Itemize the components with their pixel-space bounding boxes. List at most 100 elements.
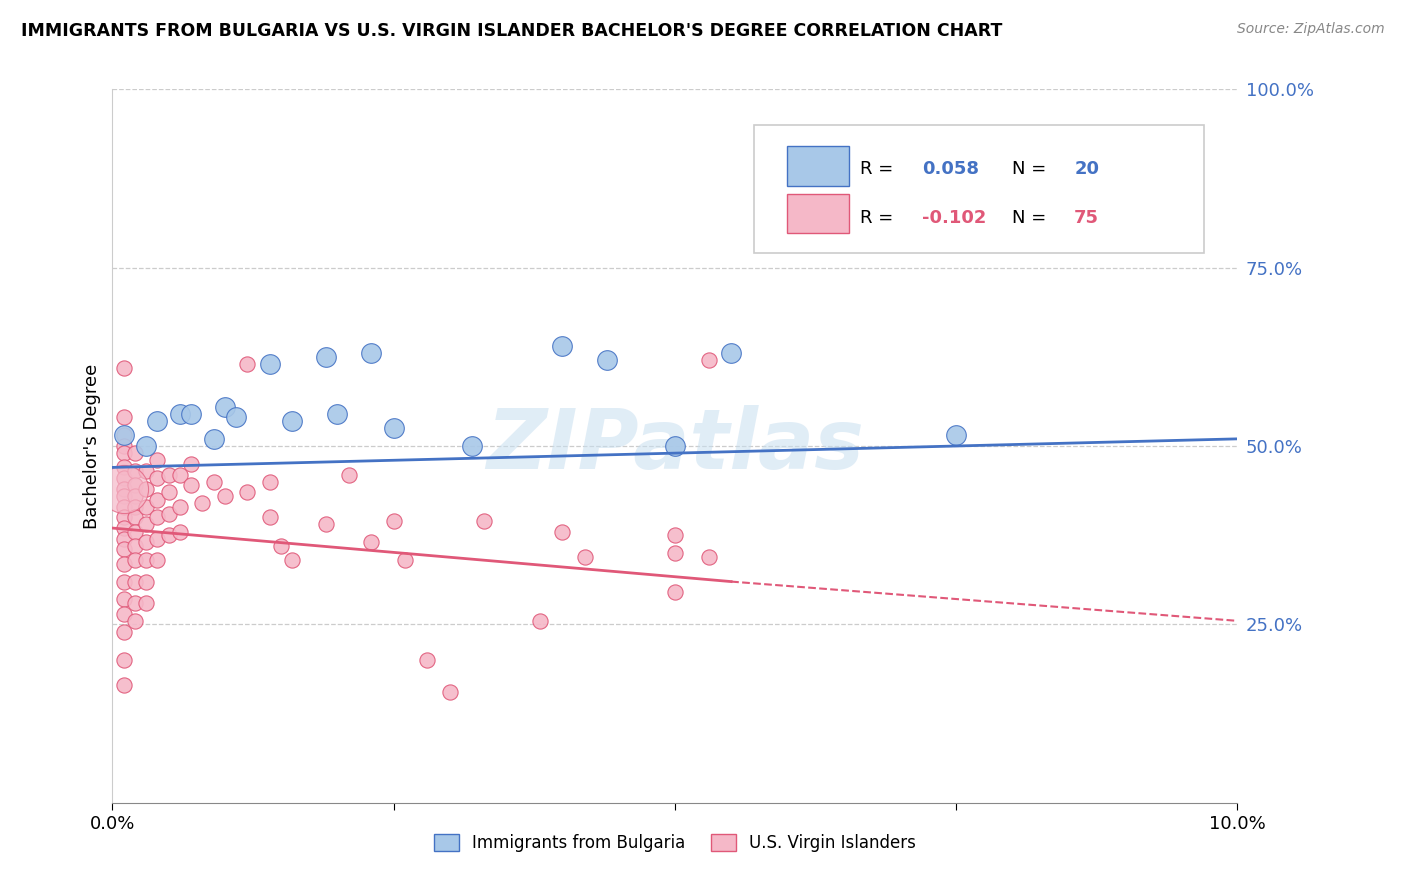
- Point: [135, 500, 157, 514]
- Point: [124, 553, 146, 567]
- Point: [112, 607, 135, 621]
- Point: [112, 489, 135, 503]
- Point: [551, 339, 574, 353]
- Point: [146, 471, 169, 485]
- Point: [146, 510, 169, 524]
- Bar: [787, 146, 849, 186]
- Point: [135, 553, 157, 567]
- Point: [472, 514, 495, 528]
- Text: N =: N =: [1012, 209, 1052, 227]
- Point: [135, 464, 157, 478]
- Point: [112, 482, 135, 496]
- Point: [124, 596, 146, 610]
- Point: [157, 528, 180, 542]
- Point: [135, 535, 157, 549]
- Point: [664, 546, 686, 560]
- Point: [697, 549, 720, 564]
- Point: [112, 482, 135, 496]
- Point: [112, 446, 135, 460]
- Point: [112, 574, 135, 589]
- Point: [169, 407, 191, 421]
- Point: [236, 357, 259, 371]
- Point: [202, 475, 225, 489]
- FancyBboxPatch shape: [754, 125, 1204, 253]
- Point: [124, 539, 146, 553]
- Point: [551, 524, 574, 539]
- Point: [180, 457, 202, 471]
- Point: [945, 428, 967, 442]
- Point: [135, 517, 157, 532]
- Point: [416, 653, 439, 667]
- Point: [112, 471, 135, 485]
- Point: [124, 489, 146, 503]
- Point: [112, 521, 135, 535]
- Point: [202, 432, 225, 446]
- Text: 0.058: 0.058: [922, 161, 980, 178]
- Point: [112, 428, 135, 442]
- Point: [135, 574, 157, 589]
- Point: [157, 467, 180, 482]
- Bar: [787, 194, 849, 234]
- Point: [124, 500, 146, 514]
- Point: [124, 574, 146, 589]
- Point: [664, 439, 686, 453]
- Point: [124, 464, 146, 478]
- Point: [259, 475, 281, 489]
- Point: [337, 467, 360, 482]
- Point: [146, 553, 169, 567]
- Point: [382, 421, 405, 435]
- Point: [112, 439, 135, 453]
- Point: [169, 524, 191, 539]
- Point: [439, 685, 461, 699]
- Point: [112, 532, 135, 546]
- Point: [112, 500, 135, 514]
- Text: -0.102: -0.102: [922, 209, 987, 227]
- Point: [112, 428, 135, 442]
- Point: [112, 624, 135, 639]
- Point: [529, 614, 551, 628]
- Point: [124, 510, 146, 524]
- Point: [146, 532, 169, 546]
- Point: [112, 557, 135, 571]
- Point: [169, 467, 191, 482]
- Point: [360, 535, 382, 549]
- Point: [394, 553, 416, 567]
- Point: [259, 357, 281, 371]
- Text: ZIPatlas: ZIPatlas: [486, 406, 863, 486]
- Point: [270, 539, 292, 553]
- Point: [112, 410, 135, 425]
- Point: [259, 510, 281, 524]
- Point: [596, 353, 619, 368]
- Point: [146, 414, 169, 428]
- Point: [236, 485, 259, 500]
- Point: [326, 407, 349, 421]
- Point: [180, 478, 202, 492]
- Point: [225, 410, 247, 425]
- Point: [574, 549, 596, 564]
- Point: [112, 460, 135, 475]
- Point: [191, 496, 214, 510]
- Point: [214, 400, 236, 414]
- Point: [315, 350, 337, 364]
- Text: Source: ZipAtlas.com: Source: ZipAtlas.com: [1237, 22, 1385, 37]
- Point: [112, 542, 135, 557]
- Point: [281, 414, 304, 428]
- Text: 75: 75: [1074, 209, 1099, 227]
- Point: [461, 439, 484, 453]
- Text: 20: 20: [1074, 161, 1099, 178]
- Point: [146, 453, 169, 467]
- Point: [135, 482, 157, 496]
- Point: [124, 478, 146, 492]
- Point: [315, 517, 337, 532]
- Point: [1057, 178, 1080, 193]
- Point: [720, 346, 742, 360]
- Point: [112, 653, 135, 667]
- Point: [360, 346, 382, 360]
- Point: [180, 407, 202, 421]
- Point: [157, 507, 180, 521]
- Point: [112, 510, 135, 524]
- Point: [146, 492, 169, 507]
- Text: R =: R =: [860, 161, 900, 178]
- Point: [124, 446, 146, 460]
- Point: [135, 596, 157, 610]
